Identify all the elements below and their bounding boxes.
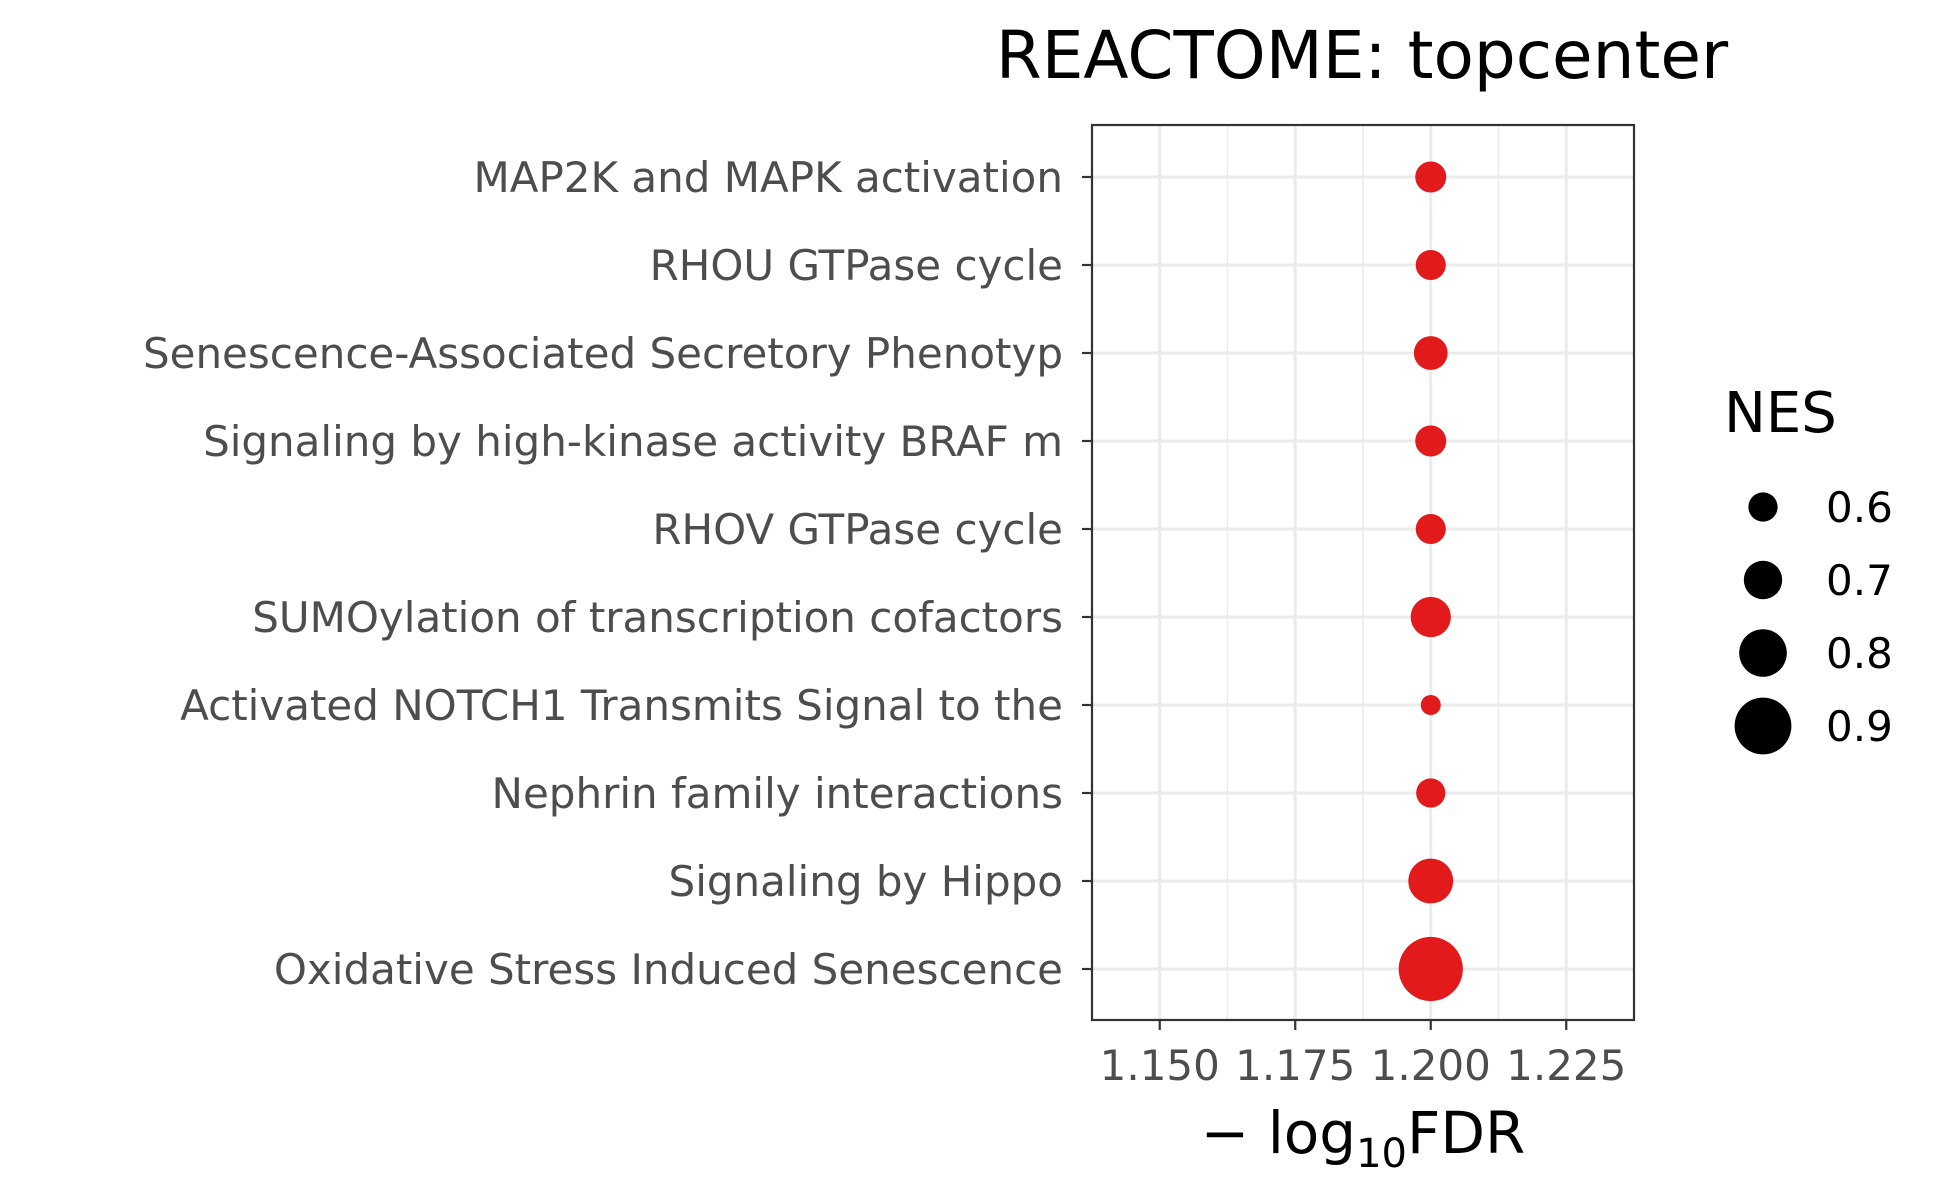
x-tick-label: 1.225 [1506,1041,1626,1090]
data-point [1415,425,1447,457]
y-tick-label: SUMOylation of transcription cofactors [252,593,1063,642]
x-axis-title: − log10FDR [1201,1099,1526,1177]
legend-key [1743,560,1783,600]
y-axis: MAP2K and MAPK activation RHOU GTPase cyc… [143,153,1092,994]
legend-key [1734,697,1792,755]
legend-key [1739,629,1787,677]
y-tick-label: Signaling by high-kinase activity BRAF m [203,417,1063,466]
legend-key [1748,492,1778,522]
panel-border [1090,123,1636,1022]
legend-label: 0.7 [1826,556,1893,605]
points [1398,161,1463,1002]
data-point [1413,336,1448,370]
x-axis: 1.150 1.175 1.200 1.225 [1100,1020,1626,1090]
data-point [1408,858,1454,904]
y-tick-label: Signaling by Hippo [669,857,1063,906]
x-tick-label: 1.175 [1235,1041,1355,1090]
data-point [1398,936,1463,1002]
data-point [1415,249,1446,281]
y-tick-label: Senescence-Associated Secretory Phenotyp [143,329,1063,378]
data-point [1415,513,1446,545]
y-tick-label: Nephrin family interactions [492,769,1063,818]
legend-label: 0.9 [1826,702,1893,751]
x-tick-label: 1.150 [1100,1041,1220,1090]
data-point [1416,778,1446,808]
y-tick-label: MAP2K and MAPK activation [474,153,1063,202]
legend-label: 0.6 [1826,483,1893,532]
legend: 0.6 0.7 0.8 0.9 [1734,483,1893,755]
x-tick-label: 1.200 [1371,1041,1491,1090]
y-tick-label: RHOV GTPase cycle [652,505,1063,554]
data-point [1415,161,1447,193]
chart-title: REACTOME: topcenter [996,17,1729,94]
legend-title: NES [1724,381,1837,446]
data-point [1410,596,1451,638]
y-tick-label: RHOU GTPase cycle [650,241,1063,290]
y-tick-label: Activated NOTCH1 Transmits Signal to the [180,681,1063,730]
data-point [1420,695,1441,715]
legend-label: 0.8 [1826,629,1893,678]
grid [1092,125,1635,1020]
y-tick-label: Oxidative Stress Induced Senescence [274,945,1063,994]
